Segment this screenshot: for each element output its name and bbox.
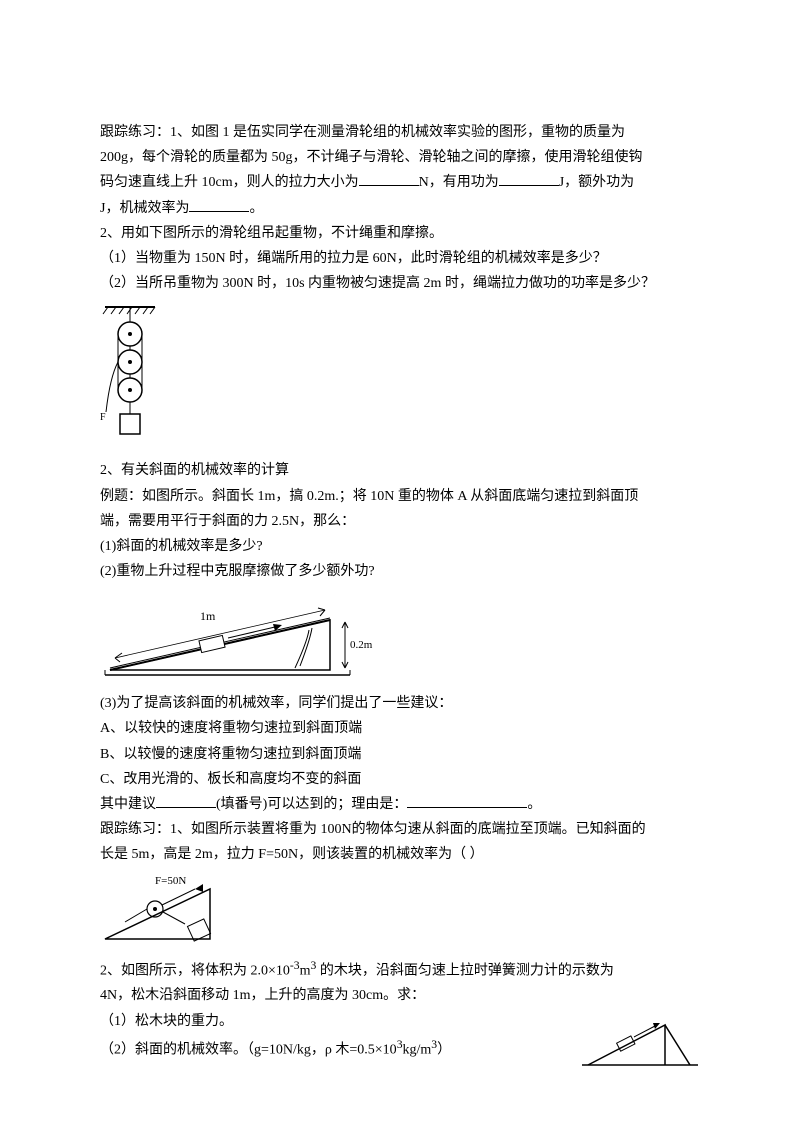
blank-reason bbox=[407, 793, 527, 808]
blank-force bbox=[359, 171, 419, 186]
blank-suggestion bbox=[156, 793, 216, 808]
p1-t4a: J，机械效率为 bbox=[100, 201, 189, 216]
q3-lead: (3)为了提高该斜面的机械效率，同学们提出了一些建议： bbox=[100, 691, 700, 716]
p2-line2: （1）当物重为 150N 时，绳端所用的拉力是 60N，此时滑轮组的机械效率是多… bbox=[100, 246, 700, 271]
p1-line3: 码匀速直线上升 10cm，则人的拉力大小为 N，有用功为 J，额外功为 bbox=[100, 170, 700, 195]
q3-opt-b: B、以较慢的速度将重物匀速拉到斜面顶端 bbox=[100, 742, 700, 767]
q3-fill: 其中建议 (填番号)可以达到的；理由是： 。 bbox=[100, 792, 700, 817]
sec2-title: 2、有关斜面的机械效率的计算 bbox=[100, 458, 700, 483]
p4-q2c: ） bbox=[437, 1042, 451, 1057]
p3-line1: 跟踪练习：1、如图所示装置将重为 100N的物体匀速从斜面的底端拉至顶端。已知斜… bbox=[100, 817, 700, 842]
h-label: 0.2m bbox=[350, 639, 373, 651]
p4-t1b: m bbox=[300, 963, 311, 978]
sec2-ex2: 端，需要用平行于斜面的力 2.5N，那么： bbox=[100, 509, 700, 534]
sec2-ex1: 例题：如图所示。斜面长 1m，搞 0.2m.；将 10N 重的物体 A 从斜面底… bbox=[100, 484, 700, 509]
p4-t1a: 2、如图所示，将体积为 2.0×10 bbox=[100, 963, 290, 978]
blank-eff bbox=[189, 197, 249, 212]
p1-line4: J，机械效率为 。 bbox=[100, 196, 700, 221]
p1-t4b: 。 bbox=[249, 201, 263, 216]
p4-q2b: kg/m bbox=[403, 1042, 432, 1057]
q3-f3: 。 bbox=[527, 797, 541, 812]
len-label: 1m bbox=[200, 609, 216, 623]
p1-line1: 跟踪练习：1、如图 1 是伍实同学在测量滑轮组的机械效率实验的图形，重物的质量为 bbox=[100, 120, 700, 145]
figure-pulley: F bbox=[100, 302, 700, 452]
svg-text:F: F bbox=[100, 412, 106, 423]
q3-f2: (填番号)可以达到的；理由是： bbox=[216, 797, 407, 812]
p4-line1: 2、如图所示，将体积为 2.0×10-3m3 的木块，沿斜面匀速上拉时弹簧测力计… bbox=[100, 955, 700, 984]
q3-opt-a: A、以较快的速度将重物匀速拉到斜面顶端 bbox=[100, 716, 700, 741]
q3-f1: 其中建议 bbox=[100, 797, 156, 812]
p2-line3: （2）当所吊重物为 300N 时，10s 内重物被匀速提高 2m 时，绳端拉力做… bbox=[100, 271, 700, 296]
p4-t1c: 的木块，沿斜面匀速上拉时弹簧测力计的示数为 bbox=[316, 963, 614, 978]
figure-incline-3 bbox=[580, 1015, 700, 1070]
p1-t3b: N，有用功为 bbox=[419, 175, 499, 190]
p3-line2: 长是 5m，高是 2m，拉力 F=50N，则该装置的机械效率为（ ） bbox=[100, 842, 700, 867]
p1-line2: 200g，每个滑轮的质量都为 50g，不计绳子与滑轮、滑轮轴之间的摩擦，使用滑轮… bbox=[100, 145, 700, 170]
sec2-q1: (1)斜面的机械效率是多少? bbox=[100, 534, 700, 559]
sec2-q2: (2)重物上升过程中克服摩擦做了多少额外功? bbox=[100, 559, 700, 584]
p4-q2: （2）斜面的机械效率。（g=10N/kg，ρ 木=0.5×103kg/m3） bbox=[100, 1034, 570, 1063]
p1-t3a: 码匀速直线上升 10cm，则人的拉力大小为 bbox=[100, 175, 359, 190]
figure-incline-1: 1m 0.2m bbox=[100, 590, 700, 685]
blank-useful bbox=[499, 171, 559, 186]
p1-t3c: J，额外功为 bbox=[559, 175, 634, 190]
sup-neg3-a: -3 bbox=[290, 959, 300, 972]
p4-line2: 4N，松木沿斜面移动 1m，上升的高度为 30cm。求： bbox=[100, 983, 700, 1008]
p2-line1: 2、用如下图所示的滑轮组吊起重物，不计绳重和摩擦。 bbox=[100, 221, 700, 246]
f-label: F=50N bbox=[155, 875, 186, 887]
q3-opt-c: C、改用光滑的、板长和高度均不变的斜面 bbox=[100, 767, 700, 792]
figure-incline-2: F=50N bbox=[100, 874, 700, 949]
p4-q1: （1）松木块的重力。 bbox=[100, 1009, 570, 1034]
p4-q2a: （2）斜面的机械效率。（g=10N/kg，ρ 木=0.5×10 bbox=[100, 1042, 397, 1057]
